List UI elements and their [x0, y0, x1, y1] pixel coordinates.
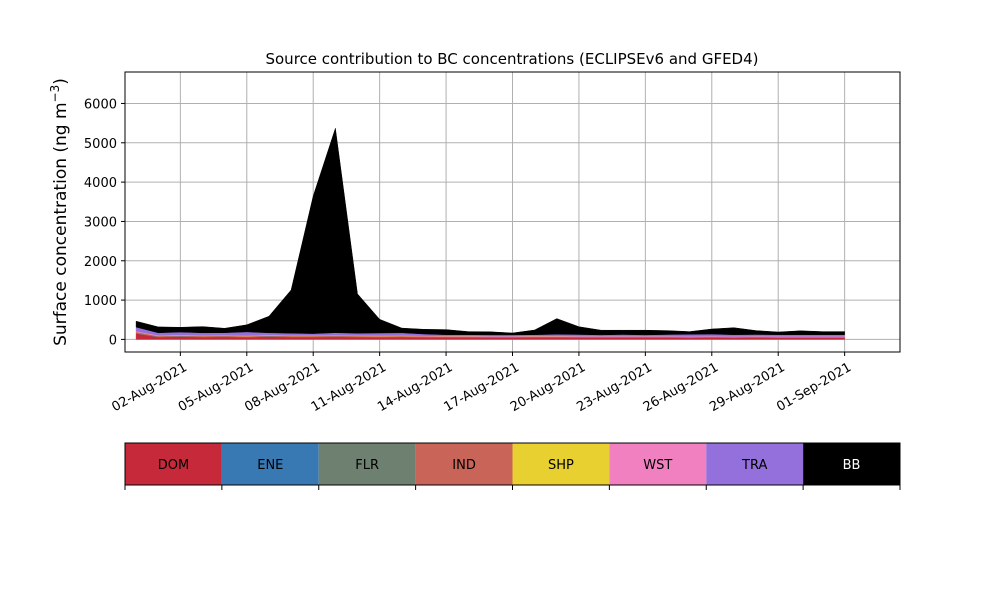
legend-swatch-wst — [609, 443, 707, 485]
legend-label-wst: WST — [643, 458, 672, 473]
legend-swatch-ind — [415, 443, 513, 485]
y-tick-label: 1000 — [84, 294, 117, 309]
stacked-area-series — [135, 128, 845, 340]
legend-label-flr: FLR — [355, 458, 379, 473]
legend-swatch-ene — [221, 443, 319, 485]
y-axis-label-main: Surface concentration (ng m — [51, 102, 71, 345]
chart-title: Source contribution to BC concentrations… — [265, 50, 758, 68]
legend: DOM ENE FLR IND SHP WST TRA BB — [124, 442, 901, 490]
legend-label-dom: DOM — [158, 458, 189, 473]
legend-label-bb: BB — [843, 458, 861, 473]
y-tick-label: 0 — [109, 333, 117, 348]
legend-label-shp: SHP — [548, 458, 574, 473]
legend-swatch-dom — [125, 443, 222, 485]
legend-swatch-tra — [706, 443, 804, 485]
legend-label-ind: IND — [452, 458, 476, 473]
legend-swatch-bb — [803, 443, 900, 485]
y-axis-label-close: ) — [51, 78, 71, 85]
y-tick-label: 2000 — [84, 255, 117, 270]
y-axis-label-superscript: −3 — [48, 85, 62, 103]
legend-label-ene: ENE — [257, 458, 283, 473]
y-tick-label: 3000 — [84, 215, 117, 230]
y-tick-label: 5000 — [84, 137, 117, 152]
legend-swatch-flr — [318, 443, 416, 485]
area-bb — [135, 128, 845, 336]
y-tick-label: 4000 — [84, 176, 117, 191]
y-axis-label: Surface concentration (ng m−3) — [48, 78, 71, 346]
legend-swatch-shp — [512, 443, 610, 485]
y-tick-label: 6000 — [84, 97, 117, 112]
legend-label-tra: TRA — [741, 458, 767, 473]
